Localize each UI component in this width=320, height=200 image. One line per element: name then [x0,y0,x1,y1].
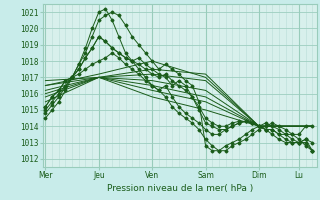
X-axis label: Pression niveau de la mer( hPa ): Pression niveau de la mer( hPa ) [107,184,253,193]
